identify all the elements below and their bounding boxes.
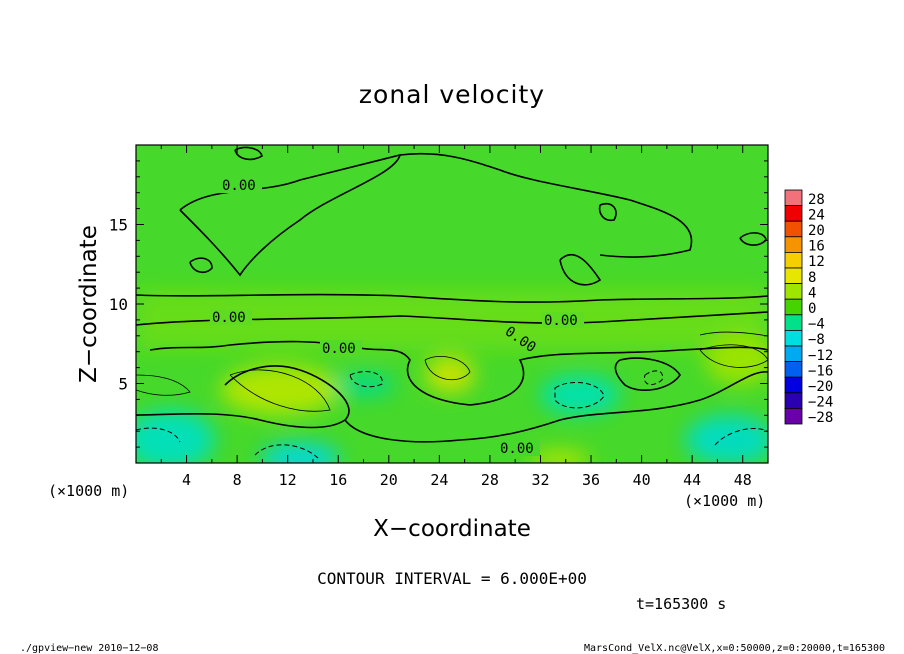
colorbar-swatch [784,314,803,331]
x-axis-label: X−coordinate [373,516,531,542]
colorbar-label: −4 [808,317,825,333]
colorbar-label: −16 [808,363,833,379]
x-tick-label: 12 [279,471,297,489]
contour-label: 0.00 [500,441,534,457]
contour-label: 0.00 [222,178,256,194]
x-tick-label: 44 [683,471,701,489]
y-tick-label: 15 [109,216,128,235]
plot-area: 0.00 0.00 0.00 0.00 0.00 0.00 [136,145,768,463]
colorbar-swatch [784,189,803,207]
x-tick-label: 4 [182,471,191,489]
colorbar-label: −8 [808,332,825,348]
contour-label: 0.00 [212,310,246,326]
contour-label: 0.00 [544,313,578,329]
colorbar-label: −20 [808,379,833,395]
colorbar-label: 4 [808,285,816,301]
colorbar-swatch [784,392,803,409]
colorbar-swatch [784,236,803,253]
x-tick-label: 48 [734,471,752,489]
x-tick-label: 40 [633,471,651,489]
colorbar-label: −24 [808,395,833,411]
y-tick-label: 5 [118,375,128,394]
x-tick-label: 32 [531,471,549,489]
x-tick-label: 28 [481,471,499,489]
colorbar-label: 8 [808,270,816,286]
colorbar-swatch [784,407,803,425]
contour-interval: CONTOUR INTERVAL = 6.000E+00 [317,569,587,588]
contour-label: 0.00 [322,341,356,357]
colorbar-label: 24 [808,207,825,223]
colorbar-label: −28 [808,410,833,426]
x-tick-label: 8 [233,471,242,489]
colorbar-swatch [784,329,803,347]
x-tick-label: 20 [380,471,398,489]
colorbar-swatch [784,298,803,316]
chart-title: zonal velocity [359,80,545,109]
colorbar-swatch [784,376,803,394]
x-unit-right: (×1000 m) [684,492,765,510]
colorbar-swatch [784,267,803,285]
x-tick-label: 16 [329,471,347,489]
colorbar-label: −12 [808,348,833,364]
y-axis-label: Z−coordinate [76,225,102,383]
x-tick-label: 36 [582,471,600,489]
footer-right: MarsCond_VelX.nc@VelX,x=0:50000,z=0:2000… [584,643,885,654]
time-label: t=165300 s [636,595,726,613]
colorbar-swatch [784,251,803,269]
y-axis-ticks: 5 10 15 [109,160,768,448]
footer-left: ./gpview−new 2010−12−08 [20,643,158,654]
colorbar-swatch [784,220,803,238]
colorbar-label: 28 [808,192,825,208]
colorbar-label: 20 [808,223,825,239]
colorbar-label: 0 [808,301,816,317]
colorbar-label: 16 [808,239,825,255]
colorbar-swatch [784,361,803,378]
x-axis-ticks: 4 8 12 16 20 24 28 32 36 40 44 48 [160,145,752,489]
x-unit-left: (×1000 m) [48,482,129,500]
colorbar-swatch [784,205,803,222]
contour-lines-dashed [136,370,768,459]
colorbar-swatch [784,345,803,363]
x-tick-label: 24 [430,471,448,489]
y-tick-label: 10 [109,295,128,314]
colorbar-label: 12 [808,254,825,270]
colorbar-swatch [784,283,803,300]
